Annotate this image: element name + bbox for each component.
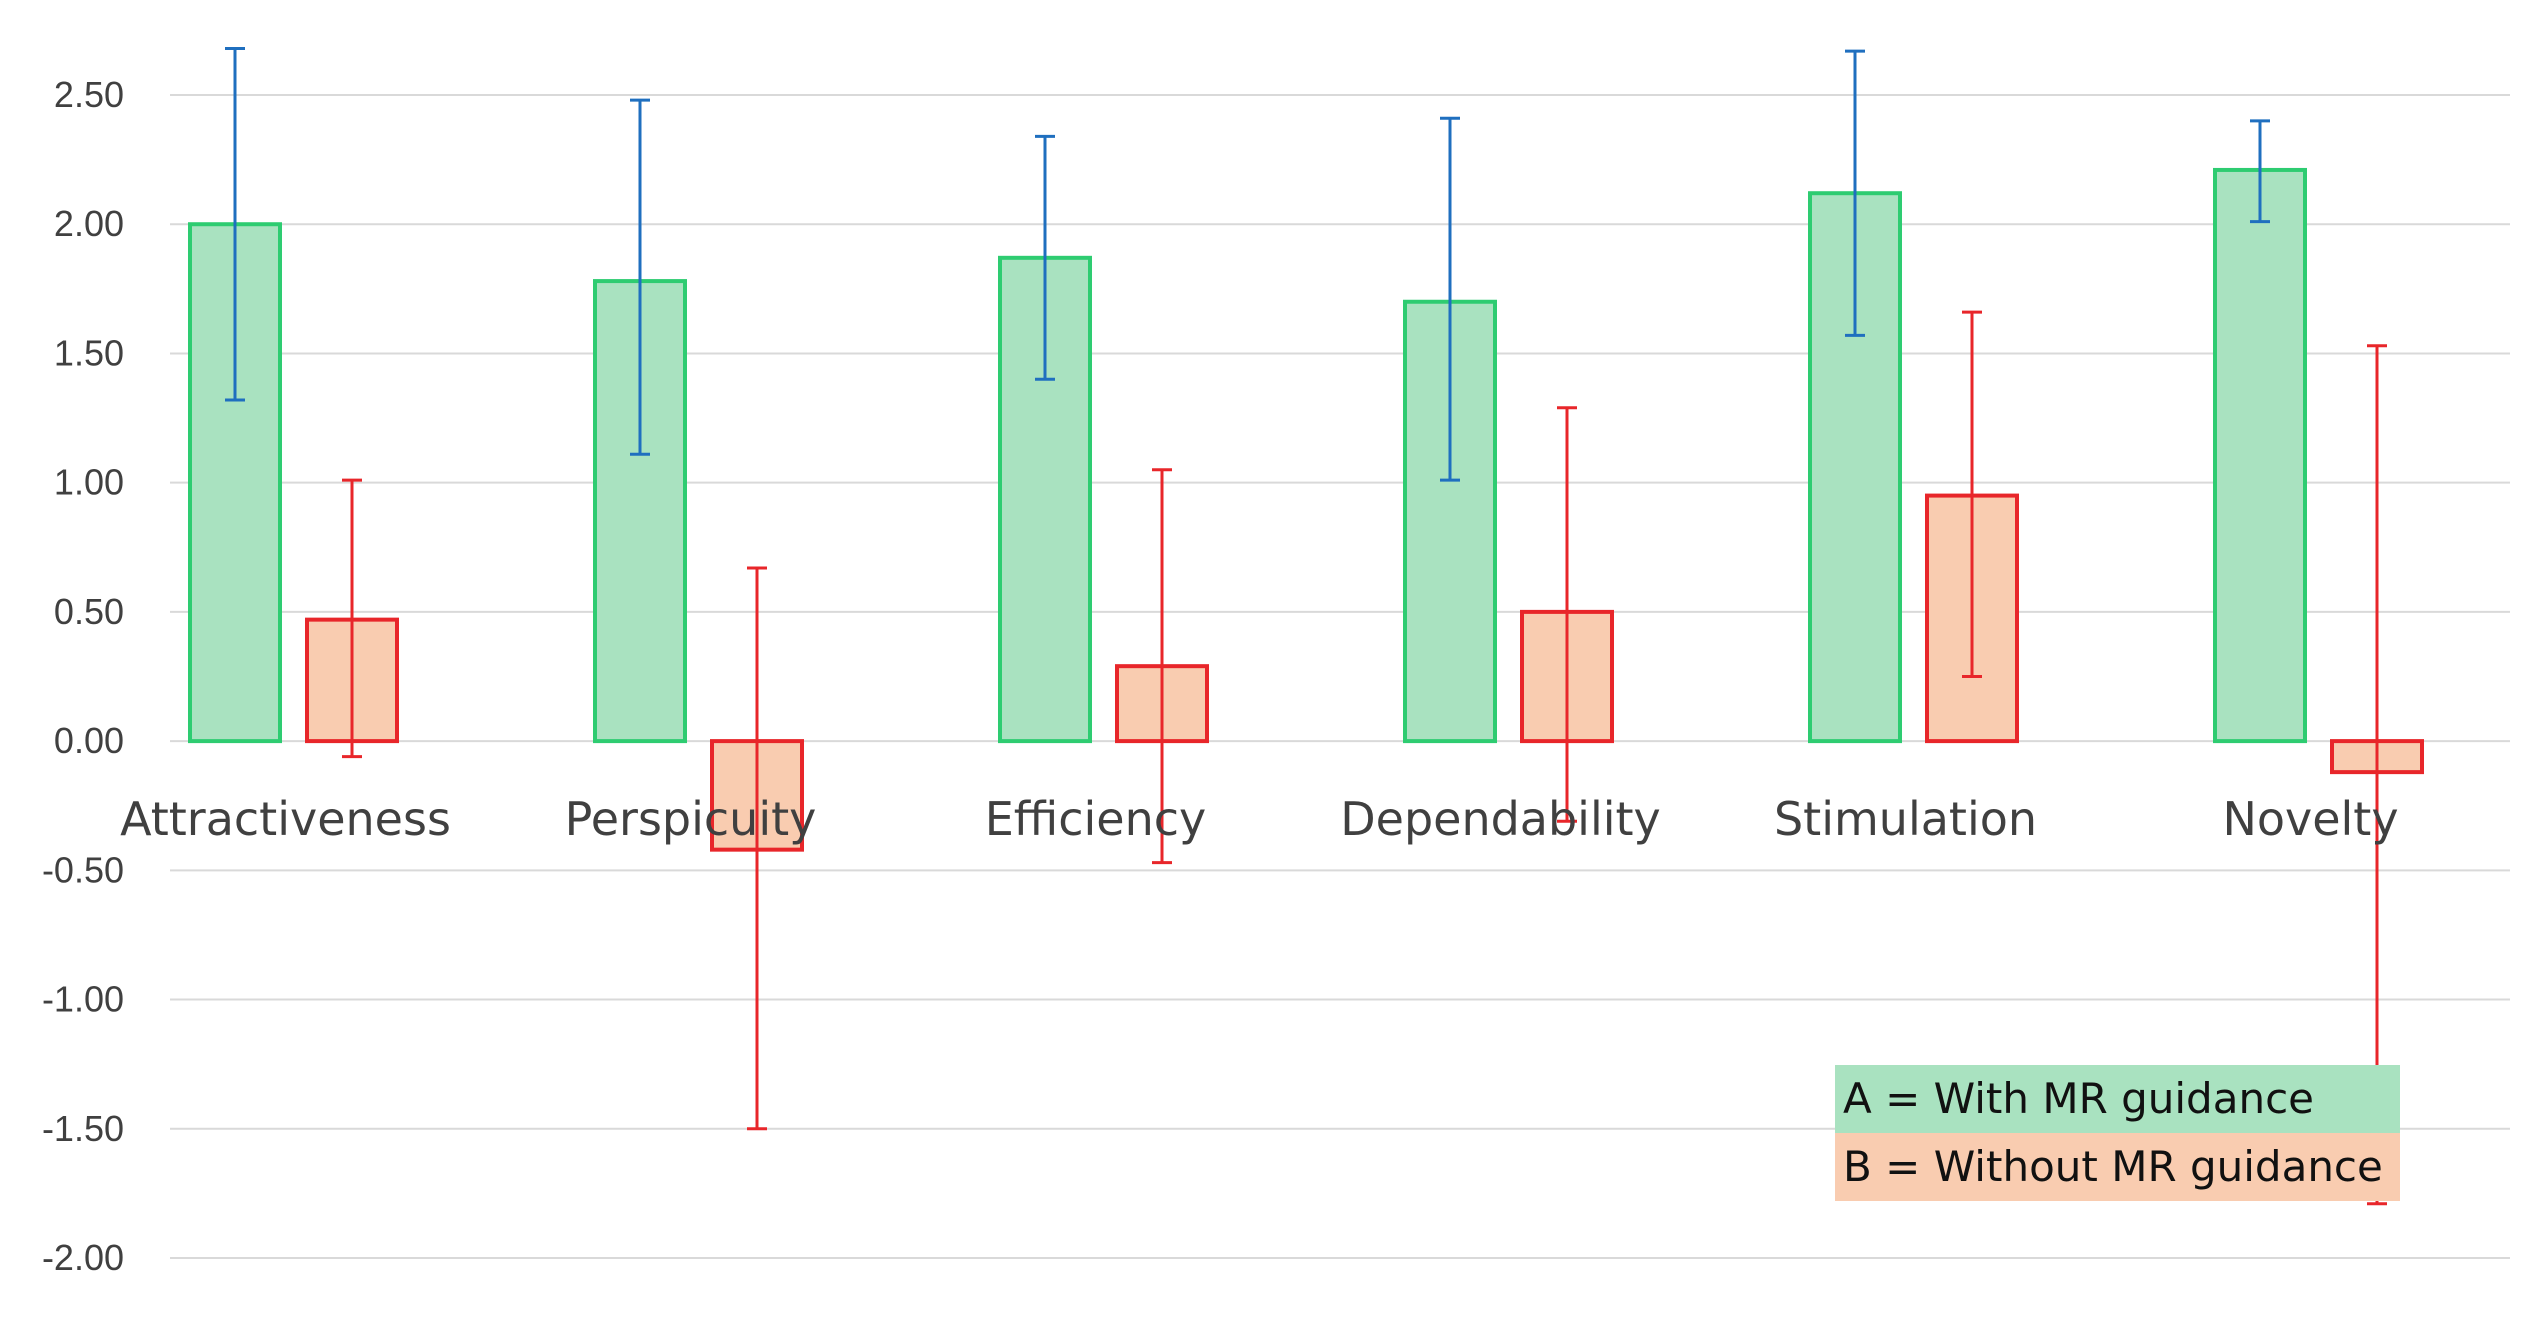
error-bar-a-novelty: [2250, 119, 2270, 224]
y-tick-label: 2.00: [54, 203, 124, 244]
y-axis-ticks: 2.50 2.00 1.50 1.00 0.50 0.00 -0.50 -1.00 -1.50 -…: [42, 74, 124, 1278]
error-bars: [225, 46, 2387, 1206]
error-bar-a-stimulation: [1845, 49, 1865, 337]
legend-swatch-a: [1835, 1065, 2400, 1133]
y-tick-label: 0.50: [54, 591, 124, 632]
legend-label-a: A = With MR guidance: [1843, 1074, 2314, 1123]
error-bar-a-attractiveness: [225, 46, 245, 402]
error-bar-b-efficiency: [1152, 468, 1172, 865]
category-label-perspicuity: Perspicuity: [565, 792, 817, 846]
category-label-efficiency: Efficiency: [985, 792, 1207, 846]
error-bar-a-dependability: [1440, 116, 1460, 482]
y-tick-label: 1.50: [54, 332, 124, 373]
bars: [188, 167, 2424, 852]
error-bar-b-attractiveness: [342, 478, 362, 759]
y-tick-label: 2.50: [54, 74, 124, 115]
category-label-attractiveness: Attractiveness: [120, 792, 451, 846]
legend-swatch-b: [1835, 1133, 2400, 1201]
error-bar-b-stimulation: [1962, 310, 1982, 678]
error-bar-a-efficiency: [1035, 134, 1055, 381]
category-labels: Attractiveness Perspicuity Efficiency Depen…: [120, 792, 2398, 846]
error-bar-b-perspicuity: [747, 566, 767, 1131]
category-label-stimulation: Stimulation: [1774, 792, 2037, 846]
y-tick-label: -2.00: [42, 1237, 124, 1278]
y-tick-label: -0.50: [42, 849, 124, 890]
legend: A = With MR guidance B = Without MR guida…: [1835, 1065, 2400, 1201]
y-tick-label: 0.00: [54, 720, 124, 761]
category-label-dependability: Dependability: [1340, 792, 1661, 846]
category-label-novelty: Novelty: [2222, 792, 2398, 846]
y-tick-label: -1.00: [42, 979, 124, 1020]
bar-a-perspicuity: [593, 279, 687, 744]
error-bar-b-novelty: [2367, 344, 2387, 1206]
gridlines: [170, 94, 2510, 1259]
y-tick-label: -1.50: [42, 1108, 124, 1149]
y-tick-label: 1.00: [54, 462, 124, 503]
error-bar-a-perspicuity: [630, 98, 650, 456]
bar-a-novelty: [2213, 167, 2307, 744]
legend-label-b: B = Without MR guidance: [1843, 1142, 2383, 1191]
error-bar-b-dependability: [1557, 406, 1577, 823]
